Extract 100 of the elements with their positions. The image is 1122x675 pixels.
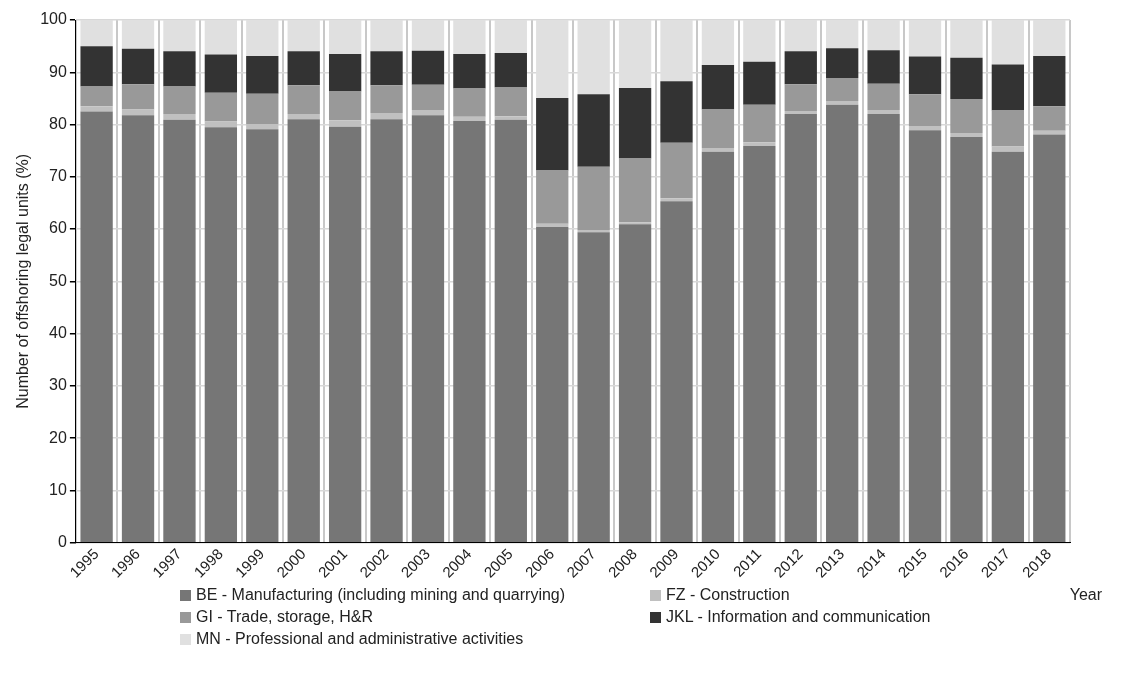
bar xyxy=(908,56,942,95)
bar xyxy=(204,54,238,93)
bar xyxy=(826,101,859,105)
bar xyxy=(287,85,320,115)
bar xyxy=(618,222,652,225)
y-tick-label: 10 xyxy=(49,480,67,498)
bar xyxy=(826,78,859,102)
bar xyxy=(577,230,610,233)
bar xyxy=(287,119,320,542)
bar xyxy=(121,115,155,542)
bar xyxy=(950,132,983,138)
bar xyxy=(453,88,486,117)
bar xyxy=(784,114,817,542)
bar xyxy=(287,51,320,86)
bar xyxy=(1033,106,1066,131)
bar xyxy=(743,145,776,542)
bar xyxy=(1033,134,1066,542)
bar xyxy=(246,56,279,94)
bar xyxy=(163,51,196,87)
bar xyxy=(908,126,942,131)
y-tick-label: 90 xyxy=(49,62,67,80)
bar xyxy=(743,142,776,146)
legend-label: GI - Trade, storage, H&R xyxy=(196,608,373,626)
bar xyxy=(370,85,403,114)
legend-label: BE - Manufacturing (including mining and quarrying) xyxy=(196,586,566,604)
bar xyxy=(204,92,238,122)
bar xyxy=(660,81,693,143)
bar xyxy=(121,109,155,116)
bar xyxy=(494,116,527,120)
bar xyxy=(536,97,569,171)
bar xyxy=(328,53,362,92)
bar xyxy=(950,137,983,542)
y-tick-label: 70 xyxy=(49,167,67,185)
bar xyxy=(826,104,859,542)
bar xyxy=(950,98,983,133)
bar xyxy=(991,151,1025,542)
y-axis-title: Number of offshoring legal units (%) xyxy=(14,153,32,409)
bar xyxy=(536,226,569,542)
bar xyxy=(246,124,279,130)
bar xyxy=(660,201,693,542)
bar xyxy=(701,148,735,152)
x-axis-title: Year xyxy=(1069,586,1102,604)
bar xyxy=(121,48,155,85)
bar xyxy=(577,166,610,231)
bar xyxy=(411,115,445,542)
bar xyxy=(867,109,900,115)
bar xyxy=(618,224,652,542)
bar xyxy=(618,158,652,223)
bar xyxy=(618,87,652,159)
bar xyxy=(246,129,279,542)
bar xyxy=(453,120,486,542)
bar xyxy=(411,84,445,110)
legend-label: FZ - Construction xyxy=(666,586,790,604)
bar xyxy=(784,84,817,111)
bar xyxy=(287,114,320,120)
bar xyxy=(536,223,569,227)
bar xyxy=(163,86,196,115)
y-tick-label: 80 xyxy=(49,114,67,132)
bar xyxy=(453,53,486,89)
bar xyxy=(660,142,693,199)
legend-label: JKL - Information and communication xyxy=(666,608,931,626)
bar xyxy=(204,127,238,542)
bar xyxy=(784,51,817,85)
bar xyxy=(743,104,776,143)
bar xyxy=(577,232,610,542)
y-tick-label: 20 xyxy=(49,428,67,446)
bar xyxy=(991,146,1025,152)
bar xyxy=(80,106,113,112)
y-tick-label: 100 xyxy=(40,10,67,28)
bar xyxy=(328,91,362,121)
bar xyxy=(991,64,1025,111)
bar xyxy=(660,198,693,202)
y-tick-label: 40 xyxy=(49,324,67,342)
bar xyxy=(536,170,569,224)
bar xyxy=(784,110,817,115)
bar xyxy=(121,84,155,110)
bar xyxy=(80,86,113,107)
bar xyxy=(80,111,113,542)
bar xyxy=(411,109,445,116)
bar xyxy=(370,119,403,542)
bar xyxy=(908,130,942,542)
bar xyxy=(494,87,527,117)
bar xyxy=(204,121,238,128)
bar xyxy=(867,114,900,542)
y-tick-label: 50 xyxy=(49,271,67,289)
bar xyxy=(743,61,776,105)
bar xyxy=(370,113,403,120)
bar xyxy=(701,64,735,110)
bar xyxy=(908,94,942,127)
bar xyxy=(826,48,859,79)
bar xyxy=(577,94,610,167)
bar xyxy=(494,52,527,88)
bar xyxy=(370,51,403,86)
bar xyxy=(867,83,900,110)
bar xyxy=(701,151,735,542)
bar xyxy=(163,119,196,542)
bar xyxy=(328,120,362,127)
bar xyxy=(1033,56,1066,107)
bar xyxy=(163,114,196,120)
bar xyxy=(453,116,486,121)
